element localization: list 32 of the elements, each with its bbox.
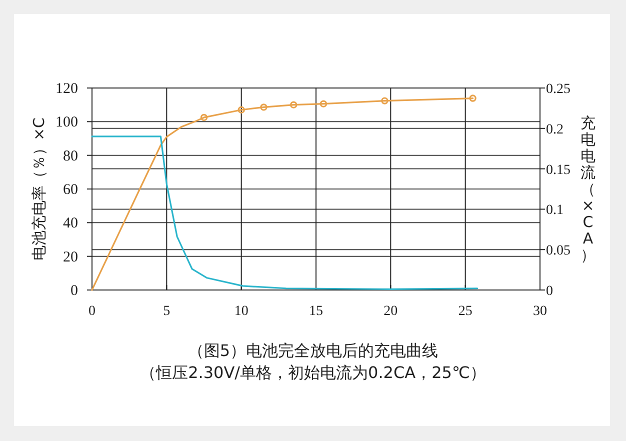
- point: [260, 104, 268, 111]
- x-tick-label: 20: [384, 304, 398, 319]
- point: [320, 100, 328, 108]
- x-tick-label: 30: [533, 304, 547, 319]
- y2-tick-label: 0.2: [546, 122, 564, 138]
- y-axis-title: 电池充电率（％）×C: [30, 117, 48, 261]
- y2-tick-label: 0.05: [546, 244, 570, 259]
- x-tick-label: 10: [234, 304, 248, 319]
- point: [381, 97, 388, 104]
- y2-tick-label: 0.1: [546, 203, 564, 218]
- text: 充电电流（×CA）: [580, 114, 596, 264]
- x-tick-label: 25: [458, 304, 472, 319]
- line-series: [91, 136, 478, 290]
- y2-tick-label: 0: [546, 284, 553, 299]
- point: [200, 114, 208, 122]
- x-tick-label: 5: [163, 304, 170, 319]
- x-tick-label: 15: [309, 304, 323, 319]
- x-tick-label: 0: [88, 304, 96, 319]
- y-tick-label: 20: [63, 249, 78, 266]
- point: [238, 106, 245, 114]
- y-tick-label: 120: [56, 81, 78, 97]
- y-tick-label: 40: [63, 216, 78, 232]
- y-tick-label: 60: [63, 182, 78, 198]
- text: （图5）电池完全放电后的充电曲线: [188, 341, 438, 360]
- y2-tick-label: 0.15: [546, 162, 570, 178]
- y2-tick-label: 0.25: [546, 82, 570, 97]
- text: （恒压2.30V/单格，初始电流为0.2CA，25℃）: [140, 363, 486, 382]
- point: [469, 94, 476, 102]
- y-tick-label: 80: [63, 148, 78, 164]
- y-tick-label: 100: [56, 114, 78, 131]
- y-tick-label: 0: [70, 283, 78, 299]
- point: [290, 101, 298, 108]
